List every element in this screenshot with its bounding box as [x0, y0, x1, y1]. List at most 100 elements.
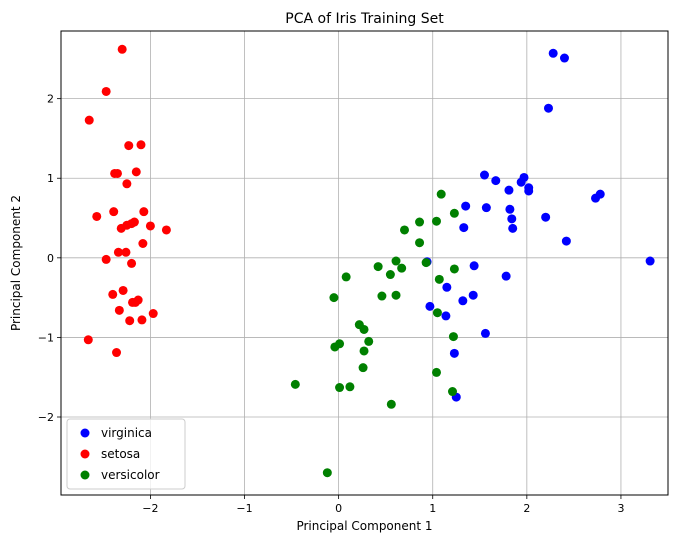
virginica-point [461, 201, 471, 211]
versicolor-point [364, 336, 374, 346]
virginica-point [441, 311, 451, 321]
virginica-point [459, 223, 469, 233]
versicolor-point [330, 342, 340, 352]
x-tick-label: 1 [429, 502, 436, 515]
setosa-point [138, 239, 148, 249]
versicolor-point [386, 399, 396, 409]
x-tick-label: −2 [142, 502, 158, 515]
x-tick-label: 0 [335, 502, 342, 515]
versicolor-point [290, 379, 300, 389]
versicolor-point [358, 363, 368, 373]
y-tick-label: 1 [47, 172, 54, 185]
legend-label-setosa: setosa [101, 447, 140, 461]
legend-marker-versicolor [80, 470, 90, 480]
y-tick-label: 2 [47, 93, 54, 106]
setosa-point [139, 207, 149, 217]
setosa-point [101, 86, 111, 96]
virginica-point [425, 301, 435, 311]
setosa-point [121, 247, 131, 257]
setosa-point [116, 223, 126, 233]
virginica-point [442, 282, 452, 292]
x-tick-label: 2 [523, 502, 530, 515]
setosa-point [109, 207, 119, 217]
setosa-point [117, 44, 127, 54]
versicolor-point [449, 264, 459, 274]
setosa-point [130, 297, 140, 307]
versicolor-point [341, 272, 351, 282]
versicolor-point [449, 208, 459, 218]
versicolor-point [432, 308, 442, 318]
virginica-point [468, 290, 478, 300]
versicolor-point [322, 468, 332, 478]
virginica-point [559, 53, 569, 63]
versicolor-point [391, 256, 401, 266]
setosa-point [83, 335, 93, 345]
setosa-point [145, 221, 155, 231]
versicolor-point [415, 238, 425, 248]
legend-label-versicolor: versicolor [101, 468, 160, 482]
setosa-point [129, 217, 139, 227]
setosa-point [108, 289, 118, 299]
setosa-point [148, 309, 158, 319]
virginica-point [479, 170, 489, 180]
x-axis-label: Principal Component 1 [296, 519, 432, 533]
virginica-point [645, 256, 655, 266]
versicolor-point [399, 225, 409, 235]
virginica-point [548, 48, 558, 58]
setosa-point [92, 211, 102, 221]
versicolor-point [373, 262, 383, 272]
versicolor-point [431, 216, 441, 226]
versicolor-point [434, 274, 444, 284]
legend-box [66, 418, 186, 490]
setosa-point [161, 225, 171, 235]
y-axis-label: Principal Component 2 [9, 195, 23, 331]
setosa-point [112, 348, 122, 358]
setosa-point [112, 168, 122, 178]
virginica-point [507, 214, 517, 224]
chart-title: PCA of Iris Training Set [285, 11, 444, 27]
legend-marker-virginica [80, 428, 90, 438]
virginica-point [541, 212, 551, 222]
versicolor-point [329, 293, 339, 303]
virginica-point [561, 236, 571, 246]
virginica-point [481, 203, 491, 213]
y-tick-label: 0 [47, 252, 54, 265]
setosa-point [136, 140, 146, 150]
y-tick-label: −2 [38, 411, 54, 424]
versicolor-point [447, 387, 457, 397]
versicolor-point [448, 332, 458, 342]
x-tick-label: −1 [236, 502, 252, 515]
setosa-point [113, 247, 123, 257]
y-tick-label: −1 [38, 331, 54, 344]
setosa-point [125, 316, 135, 326]
virginica-point [469, 261, 479, 271]
axis-ticks: −2 −1 0 1 2 3 −2 −1 0 1 2 [38, 93, 625, 515]
versicolor-point [359, 346, 369, 356]
x-tick-label: 3 [617, 502, 624, 515]
virginica-point [504, 185, 514, 195]
setosa-point [131, 167, 141, 177]
virginica-point [543, 103, 553, 113]
versicolor-point [421, 258, 431, 268]
data-points [83, 44, 655, 478]
setosa-point [101, 254, 111, 264]
virginica-point [595, 189, 605, 199]
setosa-point [84, 115, 94, 125]
virginica-point [480, 328, 490, 338]
versicolor-point [391, 290, 401, 300]
versicolor-point [377, 291, 387, 301]
grid-lines [61, 31, 668, 495]
setosa-point [127, 258, 137, 268]
versicolor-point [397, 263, 407, 273]
virginica-point [508, 223, 518, 233]
legend-label-virginica: virginica [101, 426, 152, 440]
virginica-point [491, 176, 501, 186]
legend-marker-setosa [80, 449, 90, 459]
versicolor-point [345, 382, 355, 392]
plot-frame [60, 30, 669, 496]
versicolor-point [436, 189, 446, 199]
versicolor-point [335, 383, 345, 393]
versicolor-point [385, 270, 395, 280]
setosa-point [114, 305, 124, 315]
